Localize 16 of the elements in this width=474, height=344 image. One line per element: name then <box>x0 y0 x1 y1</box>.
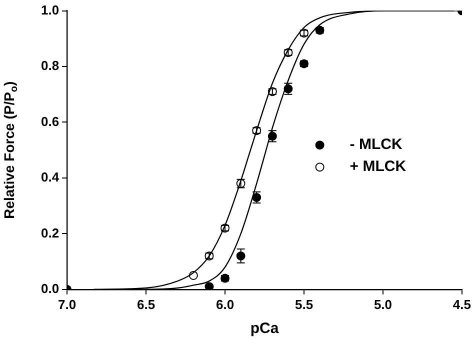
x-tick-label: 5.5 <box>294 296 314 312</box>
x-tick-label: 6.5 <box>137 296 156 312</box>
y-tick-label: 0.8 <box>40 58 60 74</box>
x-tick-label: 7.0 <box>58 296 76 312</box>
y-tick-label: 0.2 <box>40 225 60 240</box>
y-tick-label: 1.0 <box>40 2 60 18</box>
legend-label: - MLCK <box>350 136 402 154</box>
y-axis-title: Relative Force (P/Po) <box>1 81 20 219</box>
y-tick-label: 0.0 <box>40 280 60 296</box>
y-tick-label: 0.4 <box>40 170 60 185</box>
x-tick-label: 6.0 <box>216 296 234 312</box>
x-tick-label: 5.0 <box>374 296 392 312</box>
x-tick-label: 4.5 <box>452 296 472 312</box>
legend-label: + MLCK <box>350 158 406 176</box>
y-tick-label: 0.6 <box>40 114 60 129</box>
x-axis-title: pCa <box>250 320 280 338</box>
